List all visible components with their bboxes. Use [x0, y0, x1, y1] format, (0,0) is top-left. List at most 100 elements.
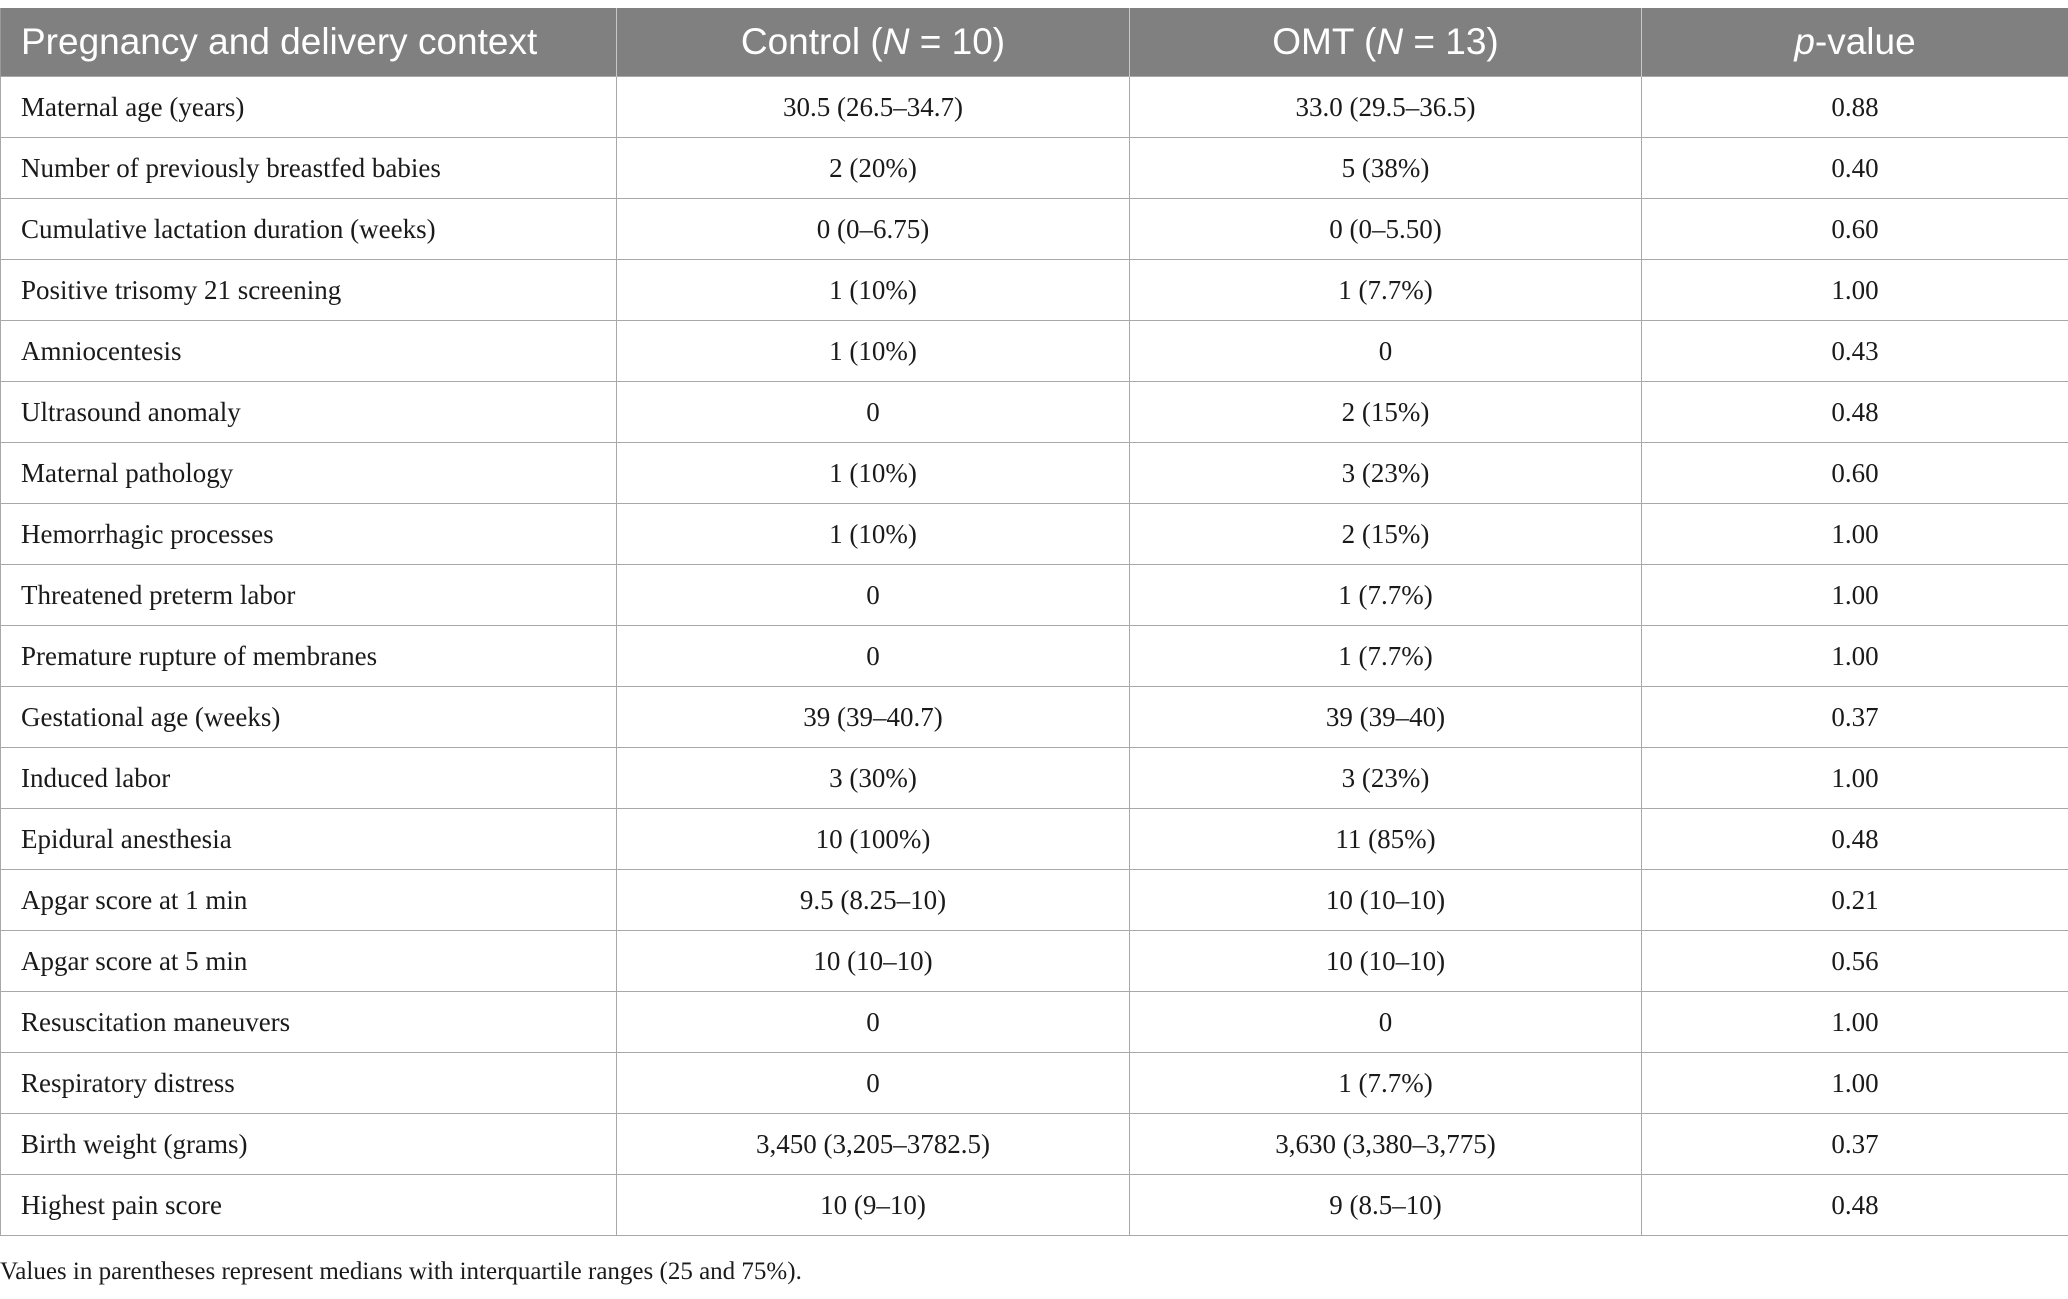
header-p-value: p-value: [1641, 8, 2068, 77]
control-value: 10 (100%): [616, 808, 1130, 870]
p-value: 1.00: [1641, 259, 2068, 321]
table-row: Gestational age (weeks) 39 (39–40.7) 39 (3…: [0, 686, 2068, 748]
omt-value: 9 (8.5–10): [1129, 1174, 1642, 1236]
header-context: Pregnancy and delivery context: [0, 8, 617, 77]
control-value: 10 (9–10): [616, 1174, 1130, 1236]
omt-value: 1 (7.7%): [1129, 259, 1642, 321]
table-row: Premature rupture of membranes 0 1 (7.7%) 1…: [0, 625, 2068, 687]
row-label: Apgar score at 1 min: [0, 869, 617, 931]
table-row: Positive trisomy 21 screening 1 (10%) 1 (7…: [0, 259, 2068, 321]
p-value: 1.00: [1641, 991, 2068, 1053]
p-value: 0.48: [1641, 808, 2068, 870]
control-value: 10 (10–10): [616, 930, 1130, 992]
row-label: Threatened preterm labor: [0, 564, 617, 626]
row-label: Epidural anesthesia: [0, 808, 617, 870]
table-body: Maternal age (years) 30.5 (26.5–34.7) 33.0…: [0, 76, 2068, 1236]
omt-value: 0: [1129, 991, 1642, 1053]
table-row: Epidural anesthesia 10 (100%) 11 (85%) 0.48: [0, 808, 2068, 870]
control-value: 3 (30%): [616, 747, 1130, 809]
omt-value: 1 (7.7%): [1129, 625, 1642, 687]
row-label: Number of previously breastfed babies: [0, 137, 617, 199]
control-value: 0: [616, 564, 1130, 626]
control-value: 1 (10%): [616, 259, 1130, 321]
omt-value: 2 (15%): [1129, 381, 1642, 443]
table-row: Maternal age (years) 30.5 (26.5–34.7) 33.0…: [0, 76, 2068, 138]
omt-value: 3 (23%): [1129, 442, 1642, 504]
row-label: Amniocentesis: [0, 320, 617, 382]
omt-value: 3 (23%): [1129, 747, 1642, 809]
row-label: Gestational age (weeks): [0, 686, 617, 748]
table-row: Respiratory distress 0 1 (7.7%) 1.00: [0, 1052, 2068, 1114]
row-label: Cumulative lactation duration (weeks): [0, 198, 617, 260]
row-label: Birth weight (grams): [0, 1113, 617, 1175]
table-row: Induced labor 3 (30%) 3 (23%) 1.00: [0, 747, 2068, 809]
header-p-suffix: -value: [1814, 21, 1916, 62]
p-value: 0.88: [1641, 76, 2068, 138]
p-value: 1.00: [1641, 503, 2068, 565]
omt-value: 0 (0–5.50): [1129, 198, 1642, 260]
p-value: 1.00: [1641, 747, 2068, 809]
omt-value: 1 (7.7%): [1129, 564, 1642, 626]
control-value: 1 (10%): [616, 442, 1130, 504]
table-row: Apgar score at 5 min 10 (10–10) 10 (10–10)…: [0, 930, 2068, 992]
control-value: 0: [616, 1052, 1130, 1114]
header-control-prefix: Control (: [740, 21, 883, 62]
table-row: Hemorrhagic processes 1 (10%) 2 (15%) 1.00: [0, 503, 2068, 565]
row-label: Highest pain score: [0, 1174, 617, 1236]
omt-value: 2 (15%): [1129, 503, 1642, 565]
table-row: Maternal pathology 1 (10%) 3 (23%) 0.60: [0, 442, 2068, 504]
table-row: Amniocentesis 1 (10%) 0 0.43: [0, 320, 2068, 382]
p-value: 0.60: [1641, 198, 2068, 260]
control-value: 30.5 (26.5–34.7): [616, 76, 1130, 138]
header-control-suffix: = 10): [909, 21, 1006, 62]
table-row: Resuscitation maneuvers 0 0 1.00: [0, 991, 2068, 1053]
header-control: Control (N = 10): [616, 8, 1130, 77]
p-value: 0.37: [1641, 686, 2068, 748]
control-value: 0: [616, 381, 1130, 443]
omt-value: 0: [1129, 320, 1642, 382]
p-value: 1.00: [1641, 564, 2068, 626]
table-header: Pregnancy and delivery context Control (…: [0, 8, 2068, 77]
control-value: 0 (0–6.75): [616, 198, 1130, 260]
table-row: Threatened preterm labor 0 1 (7.7%) 1.00: [0, 564, 2068, 626]
p-value: 1.00: [1641, 1052, 2068, 1114]
control-value: 1 (10%): [616, 503, 1130, 565]
header-row: Pregnancy and delivery context Control (…: [0, 8, 2068, 77]
row-label: Ultrasound anomaly: [0, 381, 617, 443]
row-label: Maternal pathology: [0, 442, 617, 504]
omt-value: 1 (7.7%): [1129, 1052, 1642, 1114]
header-p-symbol: p: [1794, 21, 1815, 62]
p-value: 0.48: [1641, 381, 2068, 443]
p-value: 0.60: [1641, 442, 2068, 504]
row-label: Positive trisomy 21 screening: [0, 259, 617, 321]
table-row: Apgar score at 1 min 9.5 (8.25–10) 10 (10–…: [0, 869, 2068, 931]
control-value: 0: [616, 625, 1130, 687]
table-row: Highest pain score 10 (9–10) 9 (8.5–10) 0.4…: [0, 1174, 2068, 1236]
p-value: 0.40: [1641, 137, 2068, 199]
table-row: Number of previously breastfed babies 2 (…: [0, 137, 2068, 199]
omt-value: 10 (10–10): [1129, 869, 1642, 931]
p-value: 0.56: [1641, 930, 2068, 992]
row-label: Respiratory distress: [0, 1052, 617, 1114]
control-value: 39 (39–40.7): [616, 686, 1130, 748]
row-label: Maternal age (years): [0, 76, 617, 138]
p-value: 0.37: [1641, 1113, 2068, 1175]
omt-value: 3,630 (3,380–3,775): [1129, 1113, 1642, 1175]
table-row: Birth weight (grams) 3,450 (3,205–3782.5)…: [0, 1113, 2068, 1175]
pregnancy-delivery-table: Pregnancy and delivery context Control (…: [0, 8, 2068, 1236]
table-row: Ultrasound anomaly 0 2 (15%) 0.48: [0, 381, 2068, 443]
header-omt-suffix: = 13): [1403, 21, 1499, 62]
row-label: Premature rupture of membranes: [0, 625, 617, 687]
data-table-container: Pregnancy and delivery context Control (…: [0, 8, 2068, 1236]
control-value: 9.5 (8.25–10): [616, 869, 1130, 931]
table-row: Cumulative lactation duration (weeks) 0 (…: [0, 198, 2068, 260]
omt-value: 11 (85%): [1129, 808, 1642, 870]
header-omt: OMT (N = 13): [1129, 8, 1642, 77]
omt-value: 39 (39–40): [1129, 686, 1642, 748]
row-label: Resuscitation maneuvers: [0, 991, 617, 1053]
header-omt-prefix: OMT (: [1272, 21, 1377, 62]
control-value: 0: [616, 991, 1130, 1053]
p-value: 0.43: [1641, 320, 2068, 382]
control-value: 3,450 (3,205–3782.5): [616, 1113, 1130, 1175]
omt-value: 10 (10–10): [1129, 930, 1642, 992]
